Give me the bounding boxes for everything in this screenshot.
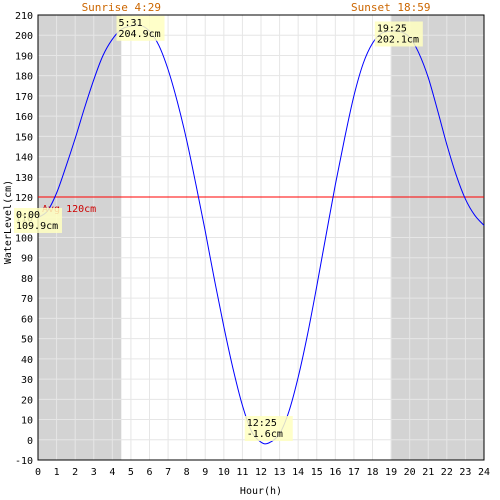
- annotation-value: 204.9cm: [119, 29, 161, 40]
- x-tick-label: 3: [91, 467, 97, 478]
- y-tick-label: 10: [21, 416, 33, 427]
- y-tick-label: 0: [27, 436, 33, 447]
- x-tick-label: 10: [218, 467, 230, 478]
- x-tick-label: 9: [202, 467, 208, 478]
- annotation-box: [244, 416, 293, 442]
- x-tick-label: 7: [165, 467, 171, 478]
- x-tick-label: 19: [385, 467, 397, 478]
- x-tick-label: 24: [478, 467, 490, 478]
- x-tick-label: 2: [72, 467, 78, 478]
- y-tick-label: 30: [21, 375, 33, 386]
- x-tick-label: 0: [35, 467, 41, 478]
- x-tick-label: 8: [184, 467, 190, 478]
- y-tick-label: 180: [15, 72, 33, 83]
- y-tick-label: 120: [15, 193, 33, 204]
- average-label: Avg 120cm: [42, 204, 96, 215]
- y-tick-label: 100: [15, 234, 33, 245]
- plot-border: [37, 14, 485, 461]
- annotation-box: [116, 15, 165, 41]
- y-tick-label: 140: [15, 153, 33, 164]
- annotation-time: 19:25: [377, 23, 407, 34]
- x-tick-label: 23: [459, 467, 471, 478]
- annotation: 12:25-1.6cm: [244, 416, 293, 442]
- x-tick-label: 21: [422, 467, 434, 478]
- y-tick-label: 210: [15, 11, 33, 22]
- annotation-value: 109.9cm: [16, 221, 58, 232]
- x-tick-label: 16: [329, 467, 341, 478]
- y-tick-label: -10: [15, 456, 33, 467]
- annotation-time: 0:00: [16, 210, 40, 221]
- annotation-time: 5:31: [119, 18, 143, 29]
- sunset-label: Sunset 18:59: [351, 1, 430, 14]
- y-tick-label: 60: [21, 314, 33, 325]
- x-tick-label: 1: [54, 467, 60, 478]
- x-tick-label: 11: [236, 467, 248, 478]
- y-tick-label: 130: [15, 173, 33, 184]
- y-tick-label: 90: [21, 254, 33, 265]
- x-tick-label: 14: [292, 467, 304, 478]
- x-tick-label: 5: [128, 467, 134, 478]
- x-tick-label: 18: [366, 467, 378, 478]
- annotation-value: -1.6cm: [247, 429, 283, 440]
- y-tick-label: 170: [15, 92, 33, 103]
- annotation-time: 12:25: [247, 418, 277, 429]
- x-tick-label: 6: [146, 467, 152, 478]
- y-tick-label: 20: [21, 395, 33, 406]
- x-tick-label: 12: [255, 467, 267, 478]
- annotation-value: 202.1cm: [377, 34, 419, 45]
- x-tick-label: 17: [348, 467, 360, 478]
- x-tick-label: 20: [404, 467, 416, 478]
- y-tick-label: 50: [21, 335, 33, 346]
- y-tick-label: 150: [15, 132, 33, 143]
- y-tick-label: 80: [21, 274, 33, 285]
- y-axis-label: WaterLevel(cm): [3, 180, 14, 264]
- x-tick-label: 22: [441, 467, 453, 478]
- x-tick-label: 13: [274, 467, 286, 478]
- y-tick-label: 160: [15, 112, 33, 123]
- x-tick-label: 15: [311, 467, 323, 478]
- annotation-box: [14, 207, 62, 233]
- annotations: 0:00109.9cm5:31204.9cm12:25-1.6cm19:2520…: [14, 15, 423, 442]
- y-tick-label: 40: [21, 355, 33, 366]
- y-tick-label: 70: [21, 294, 33, 305]
- y-tick-labels: -100102030405060708090100110120130140150…: [15, 11, 33, 467]
- y-tick-label: 200: [15, 31, 33, 42]
- annotation-box: [374, 21, 423, 47]
- sunrise-label: Sunrise 4:29: [82, 1, 161, 14]
- x-tick-label: 4: [109, 467, 115, 478]
- y-tick-label: 190: [15, 51, 33, 62]
- x-tick-labels: 0 1 2 3 4 5 6 7 8 9 10 11 12 13 14 15 16 17 18 19 20 21 22 23 24: [35, 467, 490, 478]
- grid: [37, 14, 485, 461]
- x-axis-label: Hour(h): [240, 486, 282, 497]
